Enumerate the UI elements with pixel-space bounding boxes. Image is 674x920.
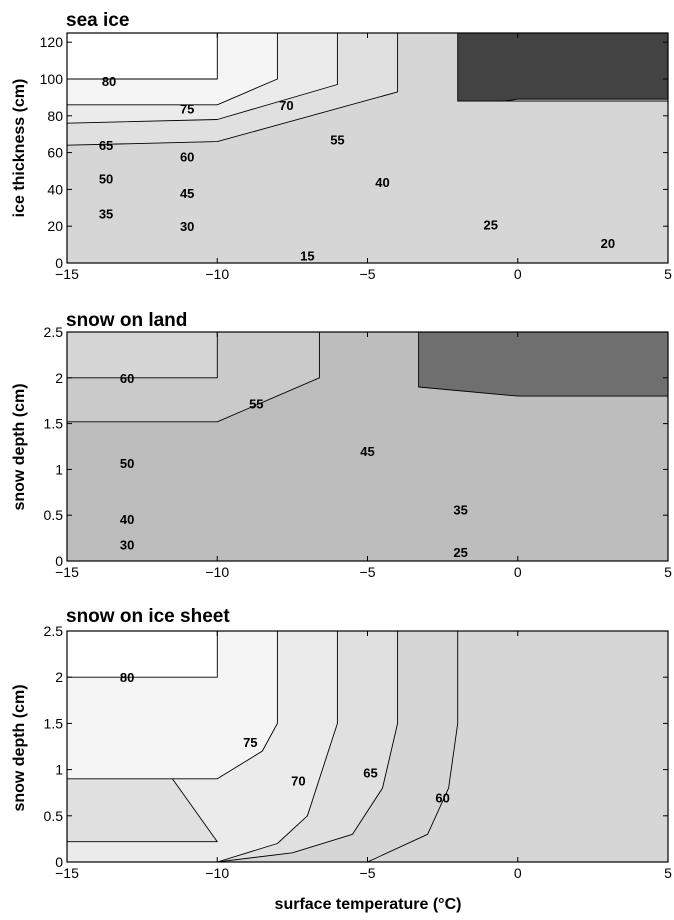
contour-label: 25 (453, 545, 467, 560)
x-tick-label: 0 (514, 564, 522, 580)
contour-label: 60 (180, 149, 194, 164)
y-tick-label: 2 (55, 370, 63, 386)
contour-label: 80 (120, 670, 134, 685)
contour-label: 30 (120, 538, 134, 553)
contour-level-80 (67, 33, 218, 80)
y-tick-label: 60 (47, 145, 63, 161)
y-tick-label: 1 (55, 762, 63, 778)
x-tick-label: −15 (55, 266, 79, 282)
y-tick-label: 40 (47, 181, 63, 197)
x-tick-label: −15 (55, 865, 79, 881)
contour-level-60 (67, 631, 668, 862)
panel-snow-on-land: snow on land snow depth (cm) 60555045403… (11, 310, 672, 580)
contour-label: 80 (102, 74, 116, 89)
contour-label: 40 (120, 512, 134, 527)
panel-title: sea ice (66, 10, 129, 31)
x-tick-label: −5 (360, 266, 376, 282)
contour-level-60 (67, 332, 218, 379)
y-tick-label: 1.5 (44, 416, 64, 432)
y-tick-label: 0 (55, 854, 63, 870)
y-axis-label: snow depth (cm) (11, 684, 28, 811)
y-tick-label: 1.5 (44, 715, 64, 731)
contour-label: 60 (120, 371, 134, 386)
y-tick-label: 100 (40, 71, 64, 87)
y-tick-label: 0.5 (44, 507, 64, 523)
contour-label: 55 (249, 396, 263, 411)
y-tick-label: 0 (55, 255, 63, 271)
contour-label: 65 (99, 138, 113, 153)
contour-label: 65 (363, 765, 377, 780)
contour-label: 45 (180, 186, 194, 201)
x-tick-label: 5 (664, 266, 672, 282)
contour-label: 75 (180, 101, 194, 116)
contour-label: 70 (279, 98, 293, 113)
plot-area: 80 75 70 65 60 55 50 45 40 35 30 25 20 15 (67, 33, 668, 264)
contour-label: 60 (435, 790, 449, 805)
y-tick-label: 80 (47, 108, 63, 124)
x-tick-label: 0 (514, 266, 522, 282)
contour-label: 40 (375, 175, 389, 190)
y-axis-label: ice thickness (cm) (11, 79, 28, 218)
x-tick-label: 5 (664, 564, 672, 580)
contour-label: 50 (99, 171, 113, 186)
contour-label: 50 (120, 456, 134, 471)
y-tick-label: 0.5 (44, 808, 64, 824)
y-tick-label: 120 (40, 34, 64, 50)
x-tick-label: −5 (360, 564, 376, 580)
contour-label: 35 (453, 503, 467, 518)
y-tick-label: 2.5 (44, 623, 64, 639)
panel-title: snow on ice sheet (66, 606, 230, 627)
plot-area: 60 55 50 45 40 35 30 25 (67, 332, 668, 561)
contour-level-80 (67, 631, 218, 678)
y-tick-label: 20 (47, 218, 63, 234)
x-tick-label: 5 (664, 865, 672, 881)
contour-label: 35 (99, 206, 113, 221)
x-axis-label: surface temperature (°C) (275, 896, 462, 913)
panel-title: snow on land (66, 310, 187, 331)
plot-area: 80 75 70 65 60 (67, 631, 668, 862)
contour-label: 30 (180, 219, 194, 234)
x-tick-label: −15 (55, 564, 79, 580)
x-tick-label: −5 (360, 865, 376, 881)
contour-label: 70 (291, 774, 305, 789)
contour-label: 15 (300, 249, 314, 264)
panel-snow-on-ice-sheet: snow on ice sheet snow depth (cm) surfac… (11, 606, 672, 913)
x-tick-label: −10 (205, 564, 229, 580)
y-tick-label: 1 (55, 461, 63, 477)
x-tick-label: −10 (205, 266, 229, 282)
contour-label: 20 (601, 236, 615, 251)
y-axis-label: snow depth (cm) (11, 383, 28, 510)
y-tick-label: 2 (55, 669, 63, 685)
y-tick-label: 0 (55, 553, 63, 569)
contour-label: 25 (483, 217, 497, 232)
x-tick-label: −10 (205, 865, 229, 881)
x-tick-label: 0 (514, 865, 522, 881)
contour-label: 45 (360, 444, 374, 459)
contour-label: 75 (243, 735, 257, 750)
contour-label: 55 (330, 133, 344, 148)
y-tick-label: 2.5 (44, 324, 64, 340)
